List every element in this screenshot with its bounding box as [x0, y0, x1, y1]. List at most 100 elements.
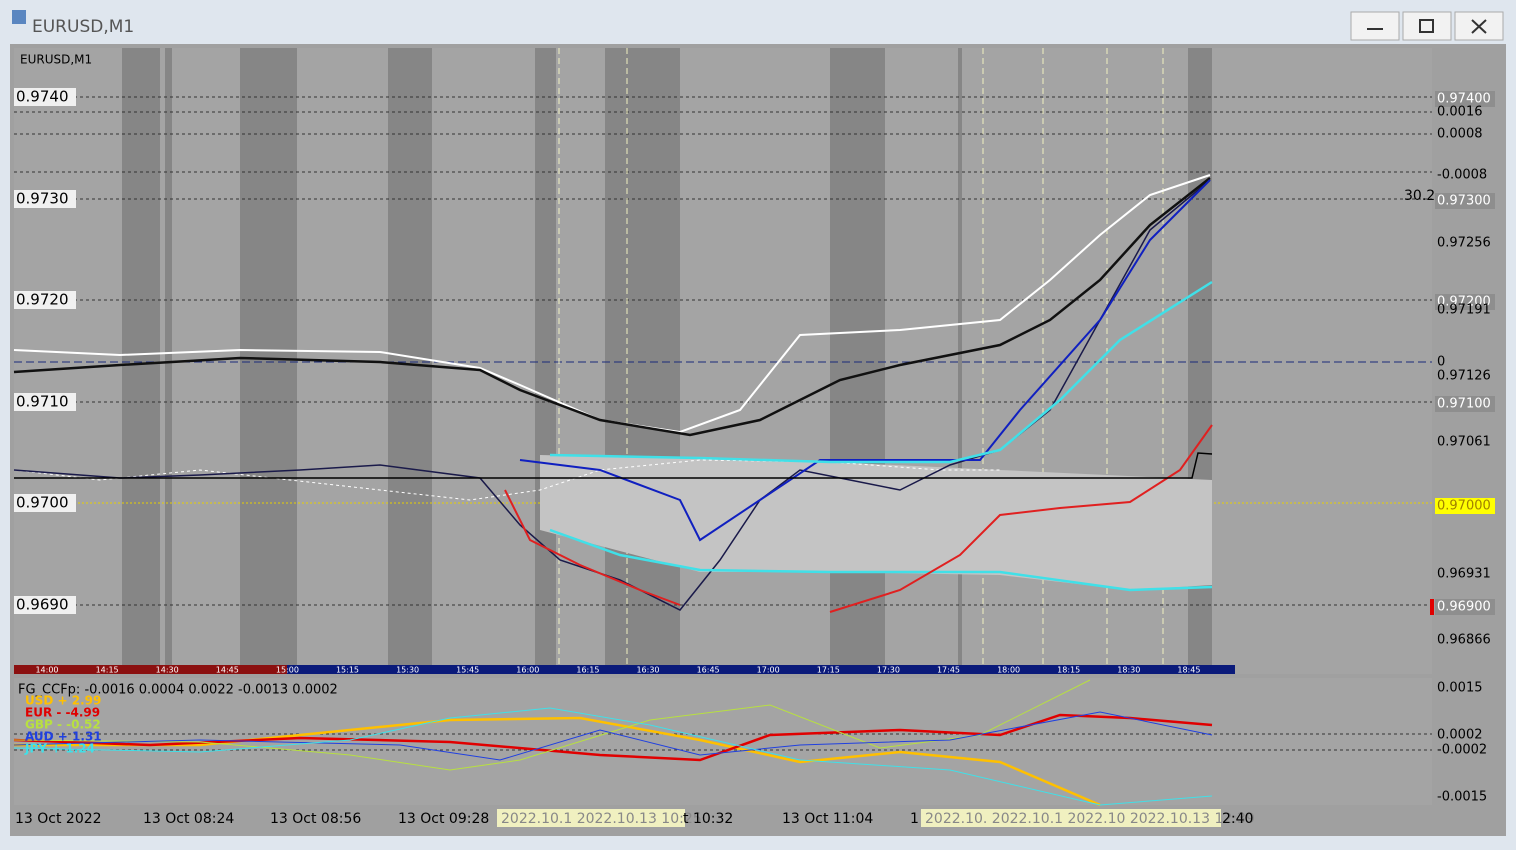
cyan-ma-upper	[549, 280, 1213, 464]
price-panel	[14, 48, 1432, 674]
price-label-box	[14, 393, 76, 411]
price-label-box	[14, 291, 76, 309]
price-tag	[1435, 396, 1495, 412]
price-axis	[1432, 48, 1506, 805]
price-axis-label: 0.96931	[1437, 567, 1491, 582]
price-label: 0.9720	[16, 291, 69, 309]
time-tag	[497, 809, 685, 827]
indicator-title: FG_CCFp: -0.0016 0.0004 0.0022 -0.0013 0…	[18, 683, 338, 698]
time-tag	[921, 809, 1221, 827]
time-strip-label: 18:30	[1117, 666, 1140, 675]
time-axis-label: 13 Oct 09:28	[398, 811, 489, 827]
window-title: EURUSD,M1	[32, 17, 134, 37]
price-label: 0.9690	[16, 596, 69, 614]
right-note: 30.2	[1404, 188, 1435, 204]
price-tag	[1435, 91, 1495, 107]
time-axis-label: 13 Oct 2022	[15, 811, 102, 827]
price-axis-label: 0.97100	[1437, 397, 1491, 412]
app-icon	[12, 10, 26, 24]
maximize-icon	[1419, 19, 1434, 33]
time-strip-label: 18:00	[997, 666, 1020, 675]
jpy-curve	[13, 707, 1213, 806]
price-tag	[1435, 498, 1495, 514]
time-axis-label: 2022.10. 2022.10.1 2022.10 2022.10.13 12…	[925, 811, 1255, 827]
blue-ma	[519, 179, 1211, 542]
white-ma	[13, 174, 1211, 434]
time-strip-current	[287, 665, 1235, 674]
time-strip-label: 15:15	[336, 666, 359, 675]
eur-curve	[13, 713, 1213, 762]
dark-stripe	[165, 48, 172, 665]
time-strip-label: 14:00	[35, 666, 58, 675]
time-strip-label: 18:45	[1177, 666, 1200, 675]
price-label: 0.9740	[16, 88, 69, 106]
time-strip-label: 15:00	[276, 666, 299, 675]
dark-stripe	[240, 48, 297, 665]
time-axis-label: 1	[910, 811, 919, 827]
price-label: 0.9710	[16, 393, 69, 411]
price-axis-label: 0.96866	[1437, 633, 1491, 648]
indicator-legend: GBP - -0.52	[25, 718, 101, 732]
labels: 0.9740 0.9730 0.9720 0.9710 0.9700 0.9690 0.97…	[14, 88, 1506, 830]
time-axis-label: t 10:32	[683, 811, 733, 827]
time-strip-past	[14, 665, 287, 674]
time-axis-label: 2022.10.1 2022.10.13 10:25	[501, 811, 702, 827]
time-strip-label: 15:30	[396, 666, 419, 675]
indicator-legend: AUD + 1.31	[25, 730, 102, 744]
close-icon	[1471, 19, 1487, 34]
price-axis-label: 0.97000	[1437, 499, 1491, 514]
indicator-axis-label: -0.0002	[1437, 743, 1487, 758]
dark-stripe	[958, 48, 962, 665]
chart-label: EURUSD,M1	[20, 53, 92, 67]
price-label-box	[14, 190, 76, 208]
black-ma	[13, 177, 1211, 437]
price-label: 0.9730	[16, 190, 69, 208]
price-axis-label: 0.97256	[1437, 236, 1491, 251]
cyan-ma-lower	[549, 528, 1213, 592]
minimize-button[interactable]	[1350, 11, 1400, 41]
price-axis-label: 0	[1437, 355, 1445, 370]
time-strip-label: 16:00	[516, 666, 539, 675]
price-axis-label: 0.0008	[1437, 127, 1483, 142]
time-strip-label: 17:45	[937, 666, 960, 675]
price-axis-label: 0.97200	[1437, 295, 1491, 310]
indicator-legend: EUR - -4.99	[25, 706, 100, 720]
time-strip-label: 16:15	[576, 666, 599, 675]
price-axis-label: 0.97191	[1437, 303, 1491, 318]
indicator-legend: JPY + 1.24	[24, 742, 95, 756]
time-strip-label: 17:00	[757, 666, 780, 675]
dark-stripe	[122, 48, 160, 665]
price-label-box	[14, 88, 76, 106]
dark-stripe	[605, 48, 680, 665]
price-marker	[1430, 599, 1434, 615]
time-axis-label: 13 Oct 08:56	[270, 811, 361, 827]
indicator-axis-label: 0.0002	[1437, 728, 1483, 743]
maximize-button[interactable]	[1402, 11, 1452, 41]
aud-curve	[13, 711, 1213, 761]
grid	[14, 48, 1432, 805]
time-axis-label: 2:40	[1222, 811, 1253, 827]
price-tag	[1435, 599, 1495, 615]
red-ma-right	[829, 424, 1213, 613]
price-label: 0.9700	[16, 494, 69, 512]
time-strip-label: 17:15	[817, 666, 840, 675]
price-axis-label: 0.96900	[1437, 600, 1491, 615]
dark-stripe	[535, 48, 556, 665]
price-axis-label: 0.0016	[1437, 105, 1483, 120]
indicator-legend: USD + 2.99	[25, 694, 101, 708]
time-axis-label: 13 Oct 11:04	[782, 811, 873, 827]
time-strip-label: 14:30	[156, 666, 179, 675]
indicator-axis-label: -0.0015	[1437, 790, 1487, 805]
time-strip-label: 14:15	[96, 666, 119, 675]
price-tag	[1435, 193, 1495, 209]
price-tag	[1435, 294, 1495, 310]
cloud	[540, 455, 1212, 590]
time-axis-label: 13 Oct 08:24	[143, 811, 234, 827]
window-buttons[interactable]	[1350, 11, 1504, 41]
price-axis-label: 0.97400	[1437, 92, 1491, 107]
indicator-axis-label: 0.0015	[1437, 681, 1483, 696]
level-line	[14, 452, 1213, 479]
gbp-curve	[13, 679, 1091, 771]
time-strip-label: 16:45	[697, 666, 720, 675]
